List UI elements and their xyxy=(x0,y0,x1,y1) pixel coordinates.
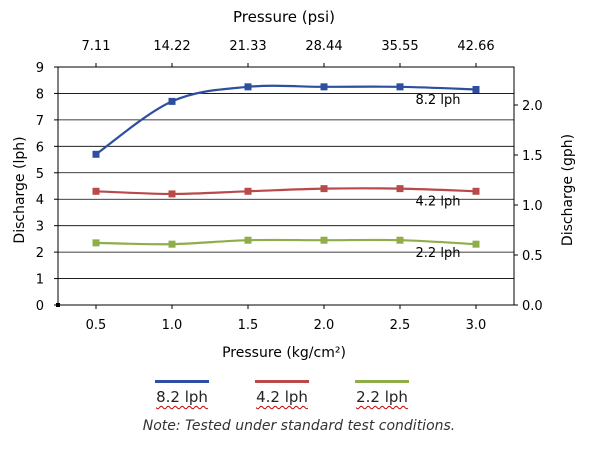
y-tick-label: 8 xyxy=(36,87,44,102)
plot-border xyxy=(57,66,515,306)
x-tick-label: 2.5 xyxy=(390,318,411,333)
x2-tick-label: 21.33 xyxy=(229,39,266,54)
x-tick-label: 2.0 xyxy=(314,318,335,333)
data-point xyxy=(396,83,404,91)
y-tick-label: 9 xyxy=(36,61,44,76)
x-tick-label: 0.5 xyxy=(86,318,107,333)
y-tick-label: 2 xyxy=(36,246,44,261)
legend-item-2-2: 2.2 lph xyxy=(337,378,427,406)
y-axis-title: Discharge (lph) xyxy=(12,136,28,243)
data-point xyxy=(472,187,480,195)
x2-tick-label: 42.66 xyxy=(457,39,494,54)
x-tick-label: 1.0 xyxy=(162,318,183,333)
origin-marker xyxy=(56,303,60,307)
legend-item-4-2: 4.2 lph xyxy=(237,378,327,406)
legend-label: 4.2 lph xyxy=(256,388,308,406)
data-point xyxy=(92,187,100,195)
legend-swatch-red xyxy=(255,380,309,383)
series-data-label: 8.2 lph xyxy=(416,93,461,108)
x-axis-title: Pressure (kg/cm²) xyxy=(222,345,346,361)
series-line xyxy=(95,238,477,246)
series-line xyxy=(95,187,477,196)
y-tick-label: 0 xyxy=(36,299,44,314)
data-point xyxy=(320,185,328,193)
legend-label: 8.2 lph xyxy=(156,388,208,406)
plot-area: 0 1 2 3 4 5 6 7 8 9 0.0 0.5 1.0 1.5 2.0 0.5 1.0 1.5 2.0 2.5… xyxy=(36,39,543,333)
y2-axis-title: Discharge (gph) xyxy=(560,134,576,246)
data-point xyxy=(244,83,252,91)
x2-tick-label: 14.22 xyxy=(153,39,190,54)
data-point xyxy=(92,239,100,247)
data-point xyxy=(168,240,176,248)
legend-swatch-green xyxy=(355,380,409,383)
legend: 8.2 lph 4.2 lph 2.2 lph xyxy=(0,378,598,412)
data-point xyxy=(320,83,328,91)
y2-tick-label: 1.5 xyxy=(522,149,543,164)
data-point xyxy=(168,97,176,105)
data-point xyxy=(396,185,404,193)
x2-tick-label: 28.44 xyxy=(305,39,342,54)
y-tick-label: 1 xyxy=(36,273,44,288)
x-tick-label: 1.5 xyxy=(238,318,259,333)
footnote: Note: Tested under standard test conditi… xyxy=(142,418,456,434)
series-data-label: 4.2 lph xyxy=(416,195,461,210)
x2-tick-label: 35.55 xyxy=(381,39,418,54)
data-point xyxy=(320,236,328,244)
series-data-label: 2.2 lph xyxy=(416,246,461,261)
data-point xyxy=(92,150,100,158)
y2-tick-label: 1.0 xyxy=(522,199,543,214)
y-tick-label: 5 xyxy=(36,167,44,182)
y-tick-label: 3 xyxy=(36,220,44,235)
y2-tick-label: 2.0 xyxy=(522,99,543,114)
x2-tick-label: 7.11 xyxy=(82,39,111,54)
legend-label: 2.2 lph xyxy=(356,388,408,406)
data-point xyxy=(244,236,252,244)
data-point xyxy=(472,240,480,248)
data-point xyxy=(396,236,404,244)
data-point xyxy=(244,187,252,195)
y-tick-label: 6 xyxy=(36,140,44,155)
x-tick-label: 3.0 xyxy=(466,318,487,333)
y2-tick-label: 0.5 xyxy=(522,249,543,264)
legend-swatch-blue xyxy=(155,380,209,383)
x2-axis-title: Pressure (psi) xyxy=(233,8,335,26)
series-line xyxy=(95,84,477,156)
discharge-chart: Pressure (psi) Pressure (kg/cm²) Dischar… xyxy=(12,8,576,361)
y-tick-label: 7 xyxy=(36,114,44,129)
y2-tick-label: 0.0 xyxy=(522,299,543,314)
y-tick-label: 4 xyxy=(36,193,44,208)
data-point xyxy=(472,85,480,93)
legend-item-8-2: 8.2 lph xyxy=(137,378,227,406)
data-point xyxy=(168,190,176,198)
